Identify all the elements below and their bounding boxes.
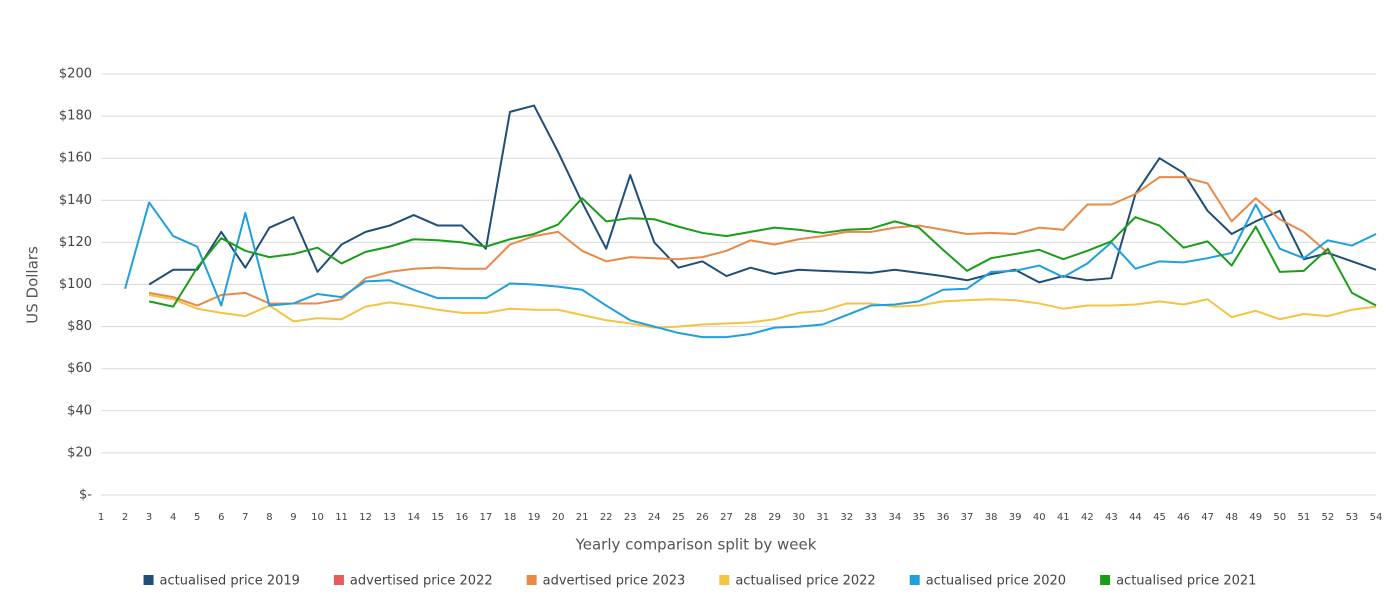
legend-swatch xyxy=(526,575,537,585)
x-tick-label: 12 xyxy=(359,512,372,523)
y-tick-label: $- xyxy=(79,488,92,503)
y-tick-label: $140 xyxy=(59,193,92,208)
legend-label: actualised price 2019 xyxy=(160,574,300,589)
x-tick-label: 33 xyxy=(864,512,877,523)
x-tick-label: 25 xyxy=(672,512,685,523)
x-tick-label: 47 xyxy=(1201,512,1214,523)
x-tick-label: 20 xyxy=(552,512,565,523)
x-tick-label: 5 xyxy=(194,512,200,523)
x-tick-label: 29 xyxy=(768,512,781,523)
series-line xyxy=(148,294,1377,329)
legend: actualised price 2019 advertised price 20… xyxy=(143,574,1256,589)
x-tick-label: 50 xyxy=(1273,512,1286,523)
x-tick-label: 48 xyxy=(1225,512,1238,523)
x-tick-label: 13 xyxy=(383,512,396,523)
x-tick-label: 45 xyxy=(1153,512,1166,523)
series-line xyxy=(148,104,1377,286)
x-tick-label: 26 xyxy=(696,512,709,523)
legend-swatch xyxy=(909,575,920,585)
x-tick-label: 22 xyxy=(600,512,613,523)
x-tick-label: 51 xyxy=(1297,512,1310,523)
x-tick-label: 37 xyxy=(961,512,974,523)
x-tick-label: 34 xyxy=(889,512,902,523)
x-tick-label: 1 xyxy=(98,512,104,523)
x-tick-label: 49 xyxy=(1249,512,1262,523)
legend-label: actualised price 2021 xyxy=(1116,574,1256,589)
y-axis-title: US Dollars xyxy=(24,246,42,324)
x-tick-label: 31 xyxy=(816,512,829,523)
x-tick-label: 6 xyxy=(218,512,224,523)
legend-label: advertised price 2022 xyxy=(350,574,493,589)
x-tick-label: 52 xyxy=(1322,512,1335,523)
x-tick-label: 2 xyxy=(122,512,128,523)
x-tick-label: 4 xyxy=(170,512,176,523)
legend-label: actualised price 2020 xyxy=(926,574,1066,589)
y-tick-label: $40 xyxy=(67,403,92,418)
x-tick-label: 3 xyxy=(146,512,152,523)
x-tick-label: 27 xyxy=(720,512,733,523)
y-tick-label: $180 xyxy=(59,109,92,124)
x-tick-label: 17 xyxy=(480,512,493,523)
x-tick-label: 40 xyxy=(1033,512,1046,523)
x-axis-title: Yearly comparison split by week xyxy=(575,536,817,554)
x-tick-label: 9 xyxy=(290,512,296,523)
x-tick-label: 44 xyxy=(1129,512,1142,523)
x-tick-label: 32 xyxy=(840,512,853,523)
y-tick-label: $100 xyxy=(59,277,92,292)
y-tick-label: $200 xyxy=(59,67,92,82)
x-tick-label: 21 xyxy=(576,512,589,523)
legend-swatch xyxy=(719,575,730,585)
series-line xyxy=(148,176,1329,307)
series-line xyxy=(148,197,1377,308)
lines xyxy=(124,104,1377,339)
x-tick-label: 7 xyxy=(242,512,248,523)
y-tick-label: $20 xyxy=(67,445,92,460)
x-tick-label: 36 xyxy=(937,512,950,523)
x-tick-label: 43 xyxy=(1105,512,1118,523)
y-tick-label: $120 xyxy=(59,235,92,250)
legend-swatch xyxy=(143,575,154,585)
x-tick-label: 53 xyxy=(1346,512,1359,523)
x-tick-label: 24 xyxy=(648,512,661,523)
x-tick-label: 35 xyxy=(913,512,926,523)
x-tick-label: 30 xyxy=(792,512,805,523)
x-tick-label: 15 xyxy=(431,512,444,523)
x-tick-label: 41 xyxy=(1057,512,1070,523)
x-tick-label: 18 xyxy=(504,512,517,523)
x-tick-label: 16 xyxy=(455,512,468,523)
legend-label: actualised price 2022 xyxy=(735,574,875,589)
legend-swatch xyxy=(1100,575,1111,585)
x-tick-label: 46 xyxy=(1177,512,1190,523)
legend-swatch xyxy=(333,575,344,585)
x-tick-label: 39 xyxy=(1009,512,1022,523)
x-tick-label: 10 xyxy=(311,512,324,523)
y-tick-label: $160 xyxy=(59,151,92,166)
x-tick-label: 38 xyxy=(985,512,998,523)
legend-label: advertised price 2023 xyxy=(543,574,686,589)
x-tick-label: 14 xyxy=(407,512,420,523)
y-tick-label: $60 xyxy=(67,361,92,376)
x-tick-label: 42 xyxy=(1081,512,1094,523)
x-tick-label: 28 xyxy=(744,512,757,523)
x-tick-label: 8 xyxy=(266,512,272,523)
x-tick-label: 54 xyxy=(1370,512,1383,523)
x-tick-label: 11 xyxy=(335,512,348,523)
x-tick-label: 19 xyxy=(528,512,541,523)
x-tick-label: 23 xyxy=(624,512,637,523)
series-line xyxy=(124,201,1377,339)
y-tick-label: $80 xyxy=(67,319,92,334)
